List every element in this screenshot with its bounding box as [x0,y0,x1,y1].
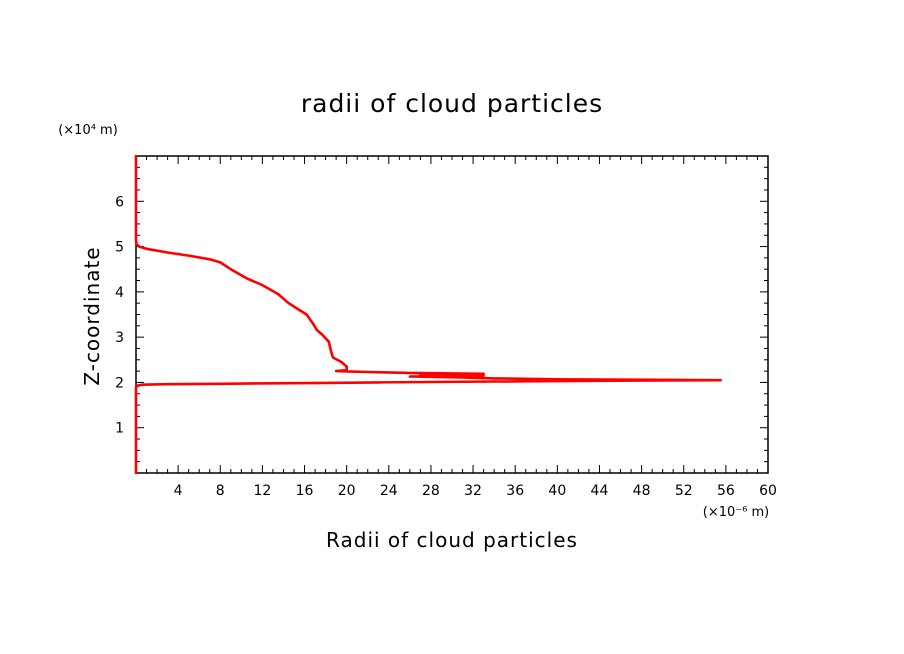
y-tick-label: 2 [115,375,124,391]
x-tick-label: 48 [633,483,651,499]
plot-frame [135,155,769,474]
x-tick-label: 40 [548,483,566,499]
y-tick-label: 3 [115,330,124,346]
x-tick-label: 24 [380,483,398,499]
x-axis-unit: (×10⁻⁶ m) [703,505,769,520]
x-tick-label: 4 [174,483,183,499]
x-tick-label: 56 [717,483,735,499]
y-tick-label: 6 [115,194,124,210]
x-tick-label: 32 [464,483,482,499]
x-tick-label: 16 [296,483,314,499]
y-tick-label: 5 [115,240,124,256]
y-axis-label: Z-coordinate [80,246,104,385]
y-axis-unit: (×10⁴ m) [58,123,118,138]
x-axis-label: Radii of cloud particles [326,528,578,552]
x-tick-label: 8 [216,483,225,499]
chart-title: radii of cloud particles [301,89,603,118]
x-tick-label: 28 [422,483,440,499]
x-tick-label: 52 [675,483,693,499]
series-line [134,154,722,475]
y-tick-label: 1 [115,421,124,437]
x-tick-label: 20 [338,483,356,499]
x-tick-label: 12 [253,483,271,499]
x-tick-label: 36 [506,483,524,499]
x-tick-label: 44 [591,483,609,499]
x-tick-label: 60 [759,483,777,499]
y-tick-label: 4 [115,285,124,301]
